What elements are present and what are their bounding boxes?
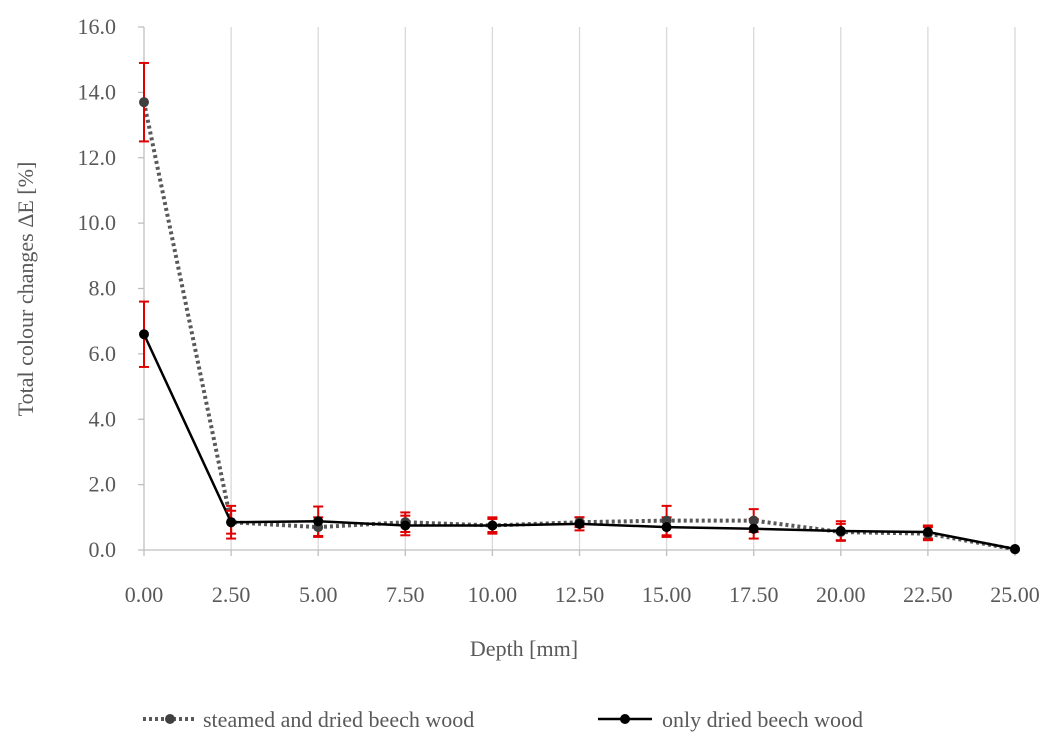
data-point [487,520,498,531]
data-point [748,515,759,526]
y-tick-label: 2.0 [89,472,117,497]
data-point [139,329,149,340]
data-point [226,517,237,528]
legend-marker-dotted [165,714,175,724]
x-tick-label: 10.00 [468,582,518,607]
y-tick-label: 12.0 [78,145,117,170]
legend-label-steamed: steamed and dried beech wood [203,707,474,732]
data-point [313,516,324,527]
data-point [661,522,672,533]
error-bars [139,61,933,542]
y-axis-title: Total colour changes ΔE [%] [13,162,38,417]
data-point [1010,544,1020,555]
x-tick-label: 12.50 [555,582,605,607]
legend: steamed and dried beech wood only dried … [143,707,863,732]
x-tick-label: 22.50 [903,582,953,607]
y-tick-label: 10.0 [78,210,117,235]
x-tick-label: 25.00 [990,582,1040,607]
legend-label-dried: only dried beech wood [662,707,863,732]
data-point [400,520,411,531]
legend-item-dried: only dried beech wood [598,707,863,732]
axes [138,26,1016,556]
y-tick-label: 8.0 [89,276,117,301]
y-tick-label: 6.0 [89,341,117,366]
x-tick-label: 15.00 [642,582,692,607]
legend-item-steamed: steamed and dried beech wood [143,707,474,732]
x-tick-label: 2.50 [212,582,251,607]
data-point [748,523,759,534]
tick-labels: 0.00 2.50 5.00 7.50 10.00 12.50 15.00 17.50 20.0… [78,14,1040,607]
x-tick-label: 5.00 [299,582,338,607]
y-tick-label: 16.0 [78,14,117,39]
markers [139,97,1020,555]
x-tick-label: 20.00 [816,582,866,607]
y-tick-label: 14.0 [78,79,117,104]
x-axis-title: Depth [mm] [470,636,578,661]
data-point [574,518,585,529]
x-tick-label: 17.50 [729,582,779,607]
grid [230,27,1016,550]
data-point [835,526,846,537]
data-point [139,97,149,108]
y-tick-label: 0.0 [89,537,117,562]
x-tick-label: 7.50 [386,582,425,607]
x-tick-label: 0.00 [125,582,164,607]
legend-marker-solid [620,714,630,724]
data-point [922,527,933,538]
y-tick-label: 4.0 [89,406,117,431]
